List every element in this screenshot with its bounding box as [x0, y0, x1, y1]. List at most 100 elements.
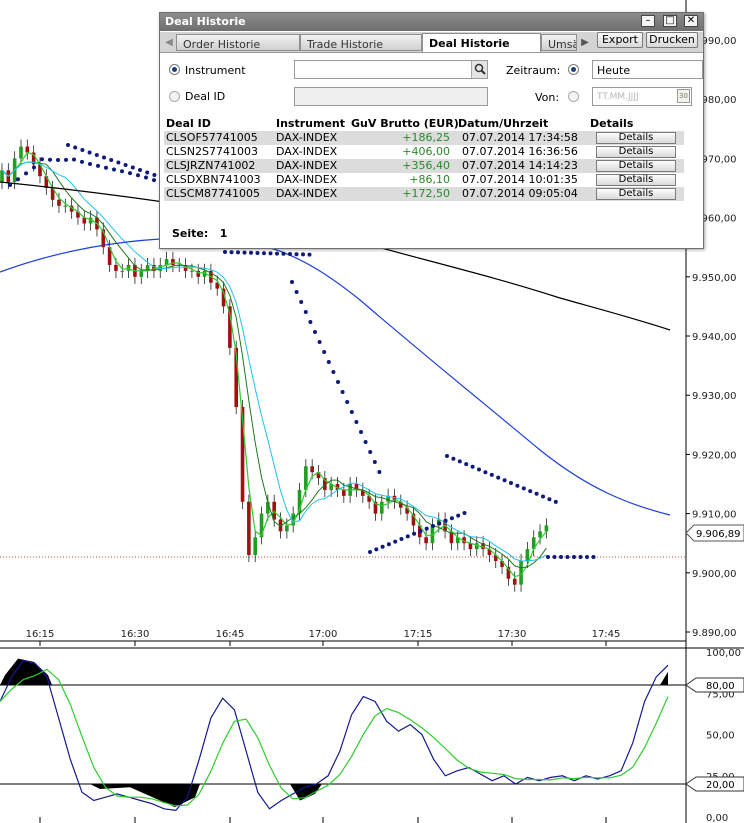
datetime-cell: 07.07.2014 16:36:56 [462, 145, 578, 158]
psar-dot [502, 478, 507, 483]
col-header-guv[interactable]: GuV Brutto (EUR) [351, 117, 459, 130]
von-radio[interactable] [568, 91, 579, 102]
instrument-input[interactable] [294, 60, 488, 79]
table-row[interactable]: CLSDXBN741003 DAX-INDEX +86,10 07.07.2014 1… [164, 173, 684, 187]
candle [221, 288, 226, 307]
tab-umsatz[interactable]: Umsä [541, 34, 577, 51]
instrument-label: Instrument [185, 64, 246, 77]
candle [278, 519, 283, 532]
candle [164, 259, 169, 265]
tab-order-historie[interactable]: Order Historie [176, 34, 300, 51]
psar-dot [48, 157, 52, 162]
candle [531, 537, 536, 550]
candle [398, 501, 403, 508]
psar-dot [242, 250, 247, 255]
psar-dot [73, 145, 78, 150]
close-icon[interactable]: ✕ [684, 15, 698, 27]
tab-label: Umsä [548, 38, 577, 51]
psar-dot [445, 454, 449, 458]
details-button[interactable]: Details [596, 132, 676, 144]
table-row[interactable]: CLSJRZN741002 DAX-INDEX +356,40 07.07.2014 … [164, 159, 684, 173]
psar-dot [249, 250, 253, 255]
candle [196, 270, 201, 277]
export-button[interactable]: Export [597, 32, 643, 48]
window-titlebar[interactable]: Deal Historie – □ ✕ [160, 13, 703, 31]
von-date-input[interactable]: TT.MM.JJJJ [592, 87, 692, 106]
candle [190, 270, 194, 272]
deal-history-window[interactable]: Deal Historie – □ ✕ ◀ Order Historie Tra… [159, 12, 704, 249]
col-header-details[interactable]: Details [590, 117, 634, 130]
candle [544, 525, 549, 532]
psar-dot [94, 153, 99, 157]
psar-dot [331, 370, 336, 374]
details-button[interactable]: Details [596, 188, 676, 200]
psar-dot [565, 555, 570, 559]
candle [152, 264, 156, 271]
sma-blue-line [0, 237, 671, 516]
psar-dot [96, 163, 100, 168]
instrument-cell: DAX-INDEX [276, 159, 338, 172]
print-button[interactable]: Drucken [646, 32, 698, 48]
instrument-cell: DAX-INDEX [276, 131, 338, 144]
details-button[interactable]: Details [596, 160, 676, 172]
table-row[interactable]: CLSCM87741005 DAX-INDEX +172,50 07.07.2014 … [164, 187, 684, 201]
osc-y-tick-label: 75,00 [706, 689, 735, 700]
zeitraum-radio[interactable] [568, 64, 579, 75]
deal-id-cell: CLSCM87741005 [166, 187, 260, 200]
details-button[interactable]: Details [596, 146, 676, 158]
tab-scroll-left-icon[interactable]: ◀ [165, 37, 173, 48]
minimize-icon[interactable]: – [641, 15, 655, 27]
y-tick-label: 9.920,00 [692, 450, 737, 461]
psar-dot [528, 489, 533, 494]
candle [506, 566, 511, 579]
psar-dot [56, 157, 60, 162]
psar-dot [354, 420, 359, 424]
guv-cell: +356,40 [402, 159, 450, 172]
osc-oversold-fill [90, 784, 200, 808]
col-header-deal-id[interactable]: Deal ID [166, 117, 211, 130]
col-header-datetime[interactable]: Datum/Uhrzeit [458, 117, 549, 130]
candle [493, 555, 498, 561]
table-row[interactable]: CLSN2S7741003 DAX-INDEX +406,00 07.07.2014 … [164, 145, 684, 159]
psar-dot [349, 410, 354, 414]
pager-page[interactable]: 1 [219, 227, 228, 240]
candle [512, 578, 517, 585]
details-button[interactable]: Details [596, 174, 676, 186]
deal-id-cell: CLSJRZN741002 [166, 159, 256, 172]
psar-dot [301, 252, 305, 257]
maximize-icon[interactable]: □ [663, 15, 677, 27]
search-icon[interactable] [471, 61, 487, 78]
tab-trade-historie[interactable]: Trade Historie [300, 34, 422, 51]
psar-dot [451, 456, 456, 461]
zeitraum-select[interactable]: Heute [592, 60, 703, 79]
current-price-label: 9.906,89 [696, 529, 741, 540]
candle [487, 549, 492, 556]
tab-scroll-right-icon[interactable]: ▶ [581, 37, 589, 48]
deal-id-input[interactable] [294, 87, 488, 106]
psar-dot [144, 175, 148, 180]
psar-dot [268, 251, 273, 256]
col-header-instrument[interactable]: Instrument [276, 117, 345, 130]
psar-dot [152, 178, 156, 183]
psar-dot [477, 467, 481, 472]
datetime-cell: 07.07.2014 17:34:58 [462, 131, 578, 144]
psar-dot [489, 472, 494, 477]
psar-dot [462, 511, 467, 515]
psar-dot [236, 250, 240, 255]
instrument-radio[interactable] [169, 64, 180, 75]
tab-deal-historie[interactable]: Deal Historie [422, 33, 541, 52]
psar-dot [374, 547, 379, 552]
psar-dot [255, 251, 260, 255]
osc-level-label: 20,00 [706, 780, 735, 791]
calendar-icon[interactable]: 30 [677, 89, 690, 103]
candle [88, 217, 93, 224]
psar-dot [559, 555, 563, 559]
instrument-cell: DAX-INDEX [276, 187, 338, 200]
deal-id-radio[interactable] [169, 91, 180, 102]
instrument-cell: DAX-INDEX [276, 173, 338, 186]
psar-dot [104, 165, 108, 170]
table-row[interactable]: CLSOF57741005 DAX-INDEX +186,25 07.07.2014 … [164, 131, 684, 145]
candle [107, 247, 112, 265]
x-tick-label: 17:45 [592, 629, 621, 640]
candle [304, 466, 308, 490]
